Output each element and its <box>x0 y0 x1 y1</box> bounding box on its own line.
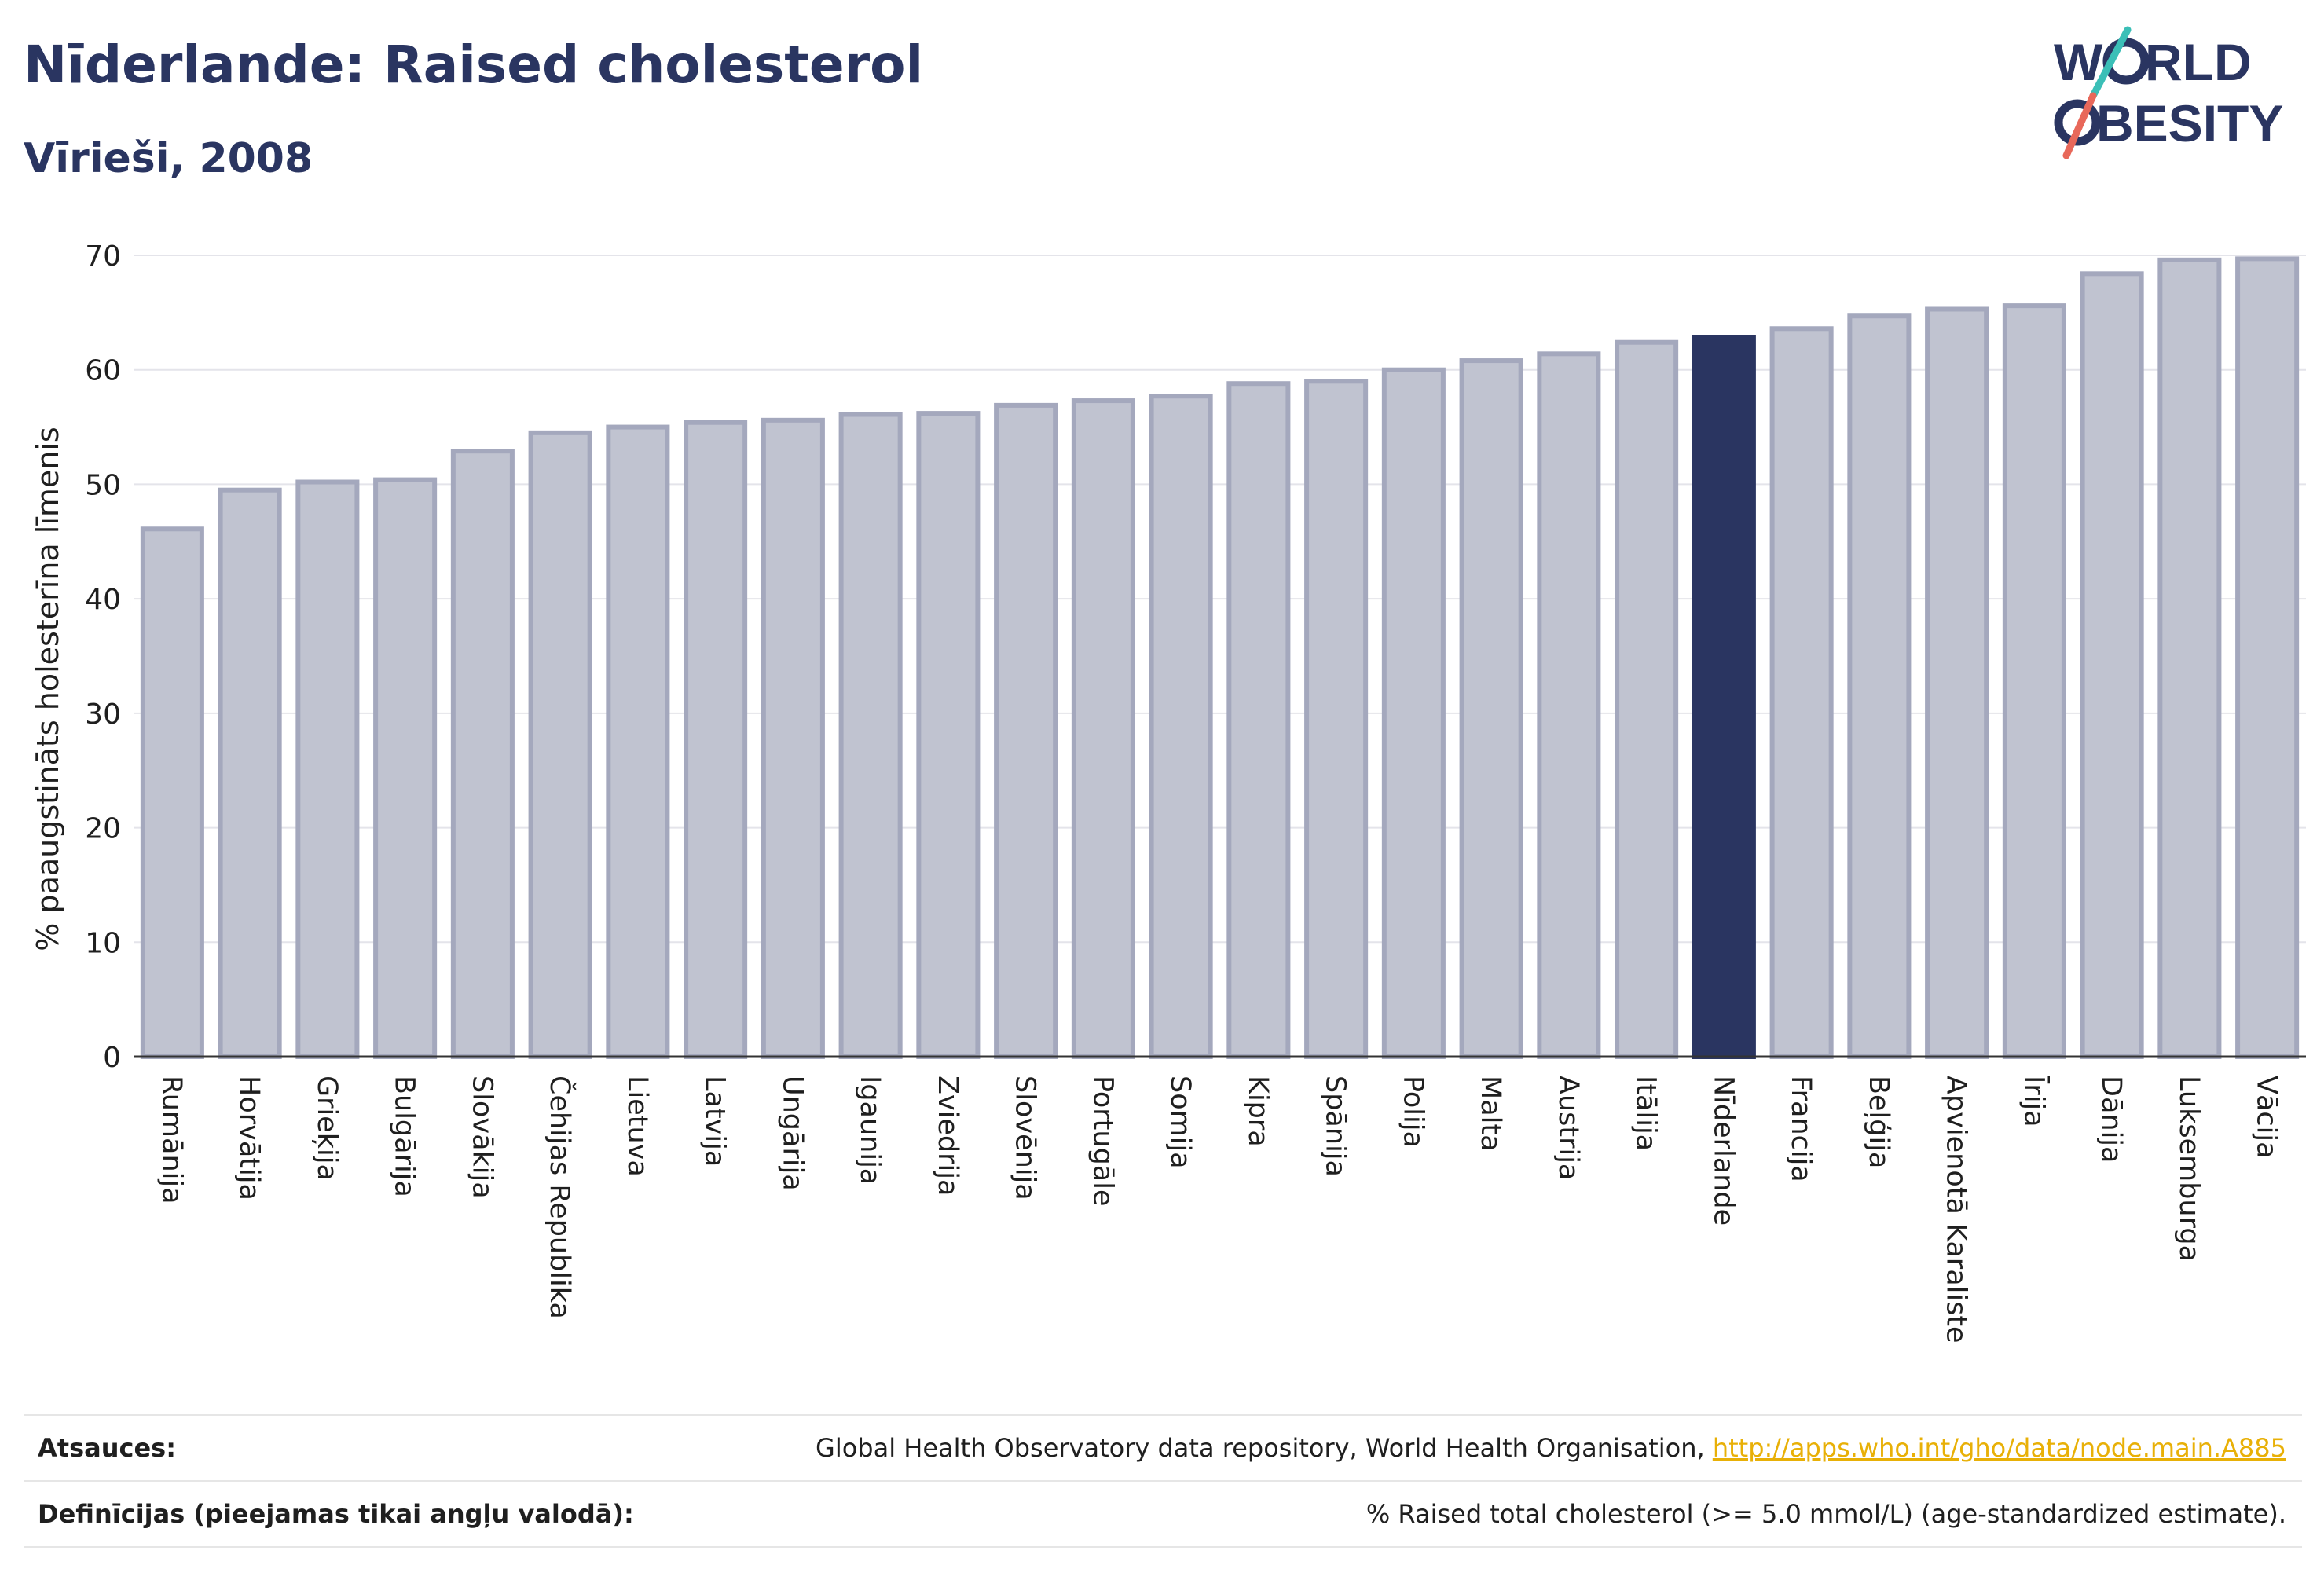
x-tick-label: Bulgārija <box>389 1076 420 1197</box>
x-tick-label: Zviedrija <box>932 1076 963 1196</box>
bar-9 <box>761 417 825 1059</box>
definitions-label: Definīcijas (pieejamas tikai angļu valod… <box>38 1499 634 1529</box>
y-tick-label: 10 <box>85 927 121 959</box>
bar-7 <box>606 424 670 1059</box>
x-tick-label: Īrija <box>2018 1076 2050 1127</box>
y-tick-label: 60 <box>85 355 121 387</box>
x-tick-label: Malta <box>1475 1076 1506 1152</box>
sources-link[interactable]: http://apps.who.int/gho/data/node.main.A… <box>1712 1433 2286 1463</box>
footer-sources: Atsauces: Global Health Observatory data… <box>24 1414 2302 1480</box>
bar-23 <box>1847 313 1912 1059</box>
bar-13 <box>1071 398 1135 1059</box>
sources-label: Atsauces: <box>38 1433 176 1463</box>
x-tick-label: Polija <box>1397 1076 1428 1148</box>
svg-text:W: W <box>2054 33 2103 91</box>
bar-19 <box>1537 351 1601 1060</box>
x-tick-label: Rumānija <box>156 1076 187 1204</box>
bar-chart: 0 10 20 30 40 50 60 70 Rumānija Horvātija Grieķij… <box>31 240 2306 1343</box>
y-axis-label: % paaugstināts holesterīna līmenis <box>31 427 65 951</box>
x-tick-label: Slovēnija <box>1010 1076 1041 1200</box>
bar-10 <box>838 412 903 1059</box>
y-tick-label: 40 <box>85 584 121 616</box>
x-tick-label: Lietuva <box>621 1076 653 1177</box>
x-tick-label: Čehijas Republika <box>544 1076 577 1319</box>
bar-5 <box>450 449 515 1059</box>
bar-24 <box>1925 306 1989 1059</box>
x-tick-label: Portugāle <box>1087 1076 1118 1207</box>
bar-21 <box>1692 335 1756 1059</box>
bar-4 <box>373 477 438 1059</box>
y-tick-label: 50 <box>85 469 121 501</box>
x-tick-label: Horvātija <box>233 1076 265 1200</box>
svg-text:BESITY: BESITY <box>2096 94 2283 152</box>
x-tick-label: Ungārija <box>776 1076 808 1191</box>
bar-27 <box>2157 257 2222 1060</box>
x-tick-label: Austrija <box>1552 1076 1584 1180</box>
bar-6 <box>528 430 592 1059</box>
bar-28 <box>2235 256 2300 1060</box>
bars <box>140 256 2300 1060</box>
y-axis-ticks: 0 10 20 30 40 50 60 70 <box>85 240 121 1074</box>
bar-12 <box>994 402 1058 1059</box>
bar-22 <box>1769 326 1834 1059</box>
y-tick-label: 30 <box>85 698 121 731</box>
x-tick-label: Itālija <box>1630 1076 1662 1151</box>
y-tick-label: 20 <box>85 813 121 845</box>
x-tick-label: Apvienotā Karaliste <box>1941 1076 1972 1343</box>
bar-25 <box>2002 303 2066 1060</box>
x-tick-label: Grieķija <box>311 1076 343 1181</box>
bar-2 <box>218 487 282 1059</box>
x-tick-label: Spānija <box>1320 1076 1351 1177</box>
bar-16 <box>1304 379 1369 1059</box>
bar-8 <box>684 420 748 1059</box>
svg-text:RLD: RLD <box>2145 33 2252 91</box>
bar-1 <box>140 526 204 1059</box>
x-tick-label: Latvija <box>699 1076 731 1167</box>
bar-26 <box>2080 271 2144 1060</box>
bar-14 <box>1149 394 1213 1059</box>
x-tick-label: Dānija <box>2095 1076 2127 1163</box>
sources-text: Global Health Observatory data repositor… <box>816 1433 1713 1463</box>
bar-15 <box>1226 381 1291 1059</box>
page-title: Nīderlande: Raised cholesterol <box>24 35 924 95</box>
chart-subtitle: Vīrieši, 2008 <box>24 135 313 182</box>
sources-value: Global Health Observatory data repositor… <box>816 1433 2302 1463</box>
bar-11 <box>916 411 981 1059</box>
x-tick-label: Kipra <box>1242 1076 1274 1147</box>
footer-definitions: Definīcijas (pieejamas tikai angļu valod… <box>24 1480 2302 1548</box>
x-tick-label: Nīderlande <box>1707 1076 1739 1226</box>
y-tick-label: 0 <box>103 1042 121 1074</box>
x-axis-labels: Rumānija Horvātija Grieķija Bulgārija Slovāk… <box>156 1076 2282 1343</box>
world-obesity-logo: W RLD BESITY <box>2054 26 2283 159</box>
x-tick-label: Beļģija <box>1863 1076 1894 1168</box>
x-tick-label: Somija <box>1164 1076 1196 1169</box>
bar-20 <box>1615 339 1679 1059</box>
x-tick-label: Slovākija <box>466 1076 497 1199</box>
y-tick-label: 70 <box>85 240 121 273</box>
definitions-text: % Raised total cholesterol (>= 5.0 mmol/… <box>1365 1499 2286 1529</box>
x-tick-label: Vācija <box>2251 1076 2282 1159</box>
x-tick-label: Luksemburga <box>2173 1076 2205 1262</box>
bar-17 <box>1381 367 1446 1059</box>
x-tick-label: Igaunija <box>854 1076 885 1185</box>
bar-3 <box>295 479 360 1059</box>
bar-18 <box>1459 358 1523 1059</box>
x-tick-label: Francija <box>1785 1076 1816 1182</box>
